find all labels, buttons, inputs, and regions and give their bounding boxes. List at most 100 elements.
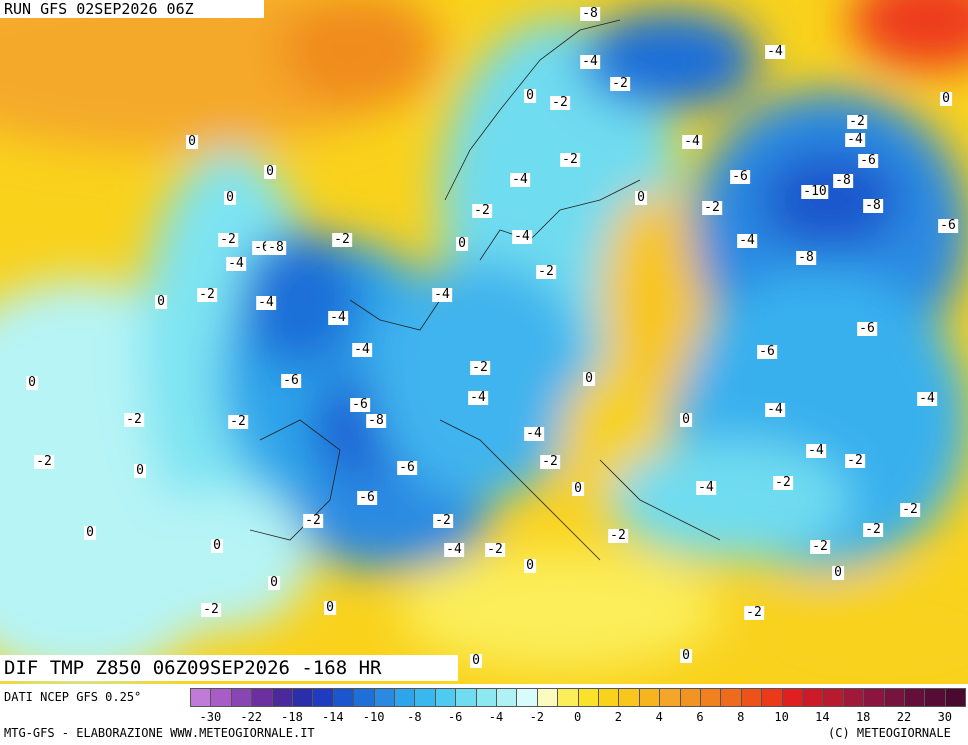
color-swatch [883, 688, 905, 707]
contour-label: -2 [536, 264, 556, 279]
contour-label: -4 [468, 390, 488, 405]
contour-label: -8 [863, 198, 883, 213]
contour-label: 0 [832, 565, 844, 580]
contour-label: 0 [940, 91, 952, 106]
scale-tick-label: 14 [815, 710, 830, 724]
contour-label: 0 [186, 134, 198, 149]
contour-label: -6 [730, 169, 750, 184]
contour-label: 0 [155, 294, 167, 309]
contour-label: 0 [470, 653, 482, 668]
run-label: RUN GFS 02SEP2026 06Z [0, 0, 264, 18]
scale-tick-label: -4 [488, 710, 504, 724]
scale-tick-label: 0 [573, 710, 582, 724]
color-swatch [761, 688, 783, 707]
scale-tick-label: 18 [855, 710, 871, 724]
contour-label: -4 [432, 287, 452, 302]
contour-label: 0 [224, 190, 236, 205]
contour-label: -4 [444, 542, 464, 557]
contour-label: -2 [900, 502, 920, 517]
contour-label: -2 [201, 602, 221, 617]
color-swatch [740, 688, 763, 707]
contour-label: -4 [580, 54, 600, 69]
contour-label: 0 [524, 558, 536, 573]
scale-tick-label: 30 [937, 710, 953, 724]
map-title: DIF TMP Z850 06Z09SEP2026 -168 HR [0, 655, 458, 681]
contour-label: -6 [350, 397, 370, 412]
contour-label: -6 [757, 344, 777, 359]
contour-label: -4 [328, 310, 348, 325]
color-swatch [496, 688, 518, 707]
contour-label: -8 [266, 240, 286, 255]
contour-label: 0 [268, 575, 280, 590]
temperature-map [0, 0, 968, 685]
scale-tick-label: -6 [447, 710, 463, 724]
contour-label: -10 [801, 184, 829, 199]
color-swatch [455, 688, 477, 707]
contour-label: -2 [197, 287, 217, 302]
color-swatch [842, 688, 865, 707]
contour-label: -4 [765, 402, 785, 417]
contour-label: 0 [211, 538, 223, 553]
contour-label: -6 [857, 321, 877, 336]
contour-label: 0 [264, 164, 276, 179]
color-swatch [577, 688, 599, 707]
contour-label: 0 [84, 525, 96, 540]
contour-label: -2 [332, 232, 352, 247]
contour-label: -2 [550, 95, 570, 110]
color-swatch [679, 688, 701, 707]
scale-tick-label: -14 [321, 710, 344, 724]
contour-label: -6 [357, 490, 377, 505]
contour-label: -8 [580, 6, 600, 21]
scale-tick-label: 22 [896, 710, 912, 724]
contour-label: -2 [608, 528, 628, 543]
color-swatch [781, 688, 803, 707]
contour-label: -4 [524, 426, 544, 441]
contour-label: -4 [765, 44, 785, 59]
contour-label: -2 [845, 453, 865, 468]
contour-label: -6 [397, 460, 417, 475]
color-swatch [516, 688, 538, 707]
contour-label: -4 [806, 443, 826, 458]
contour-label: -2 [472, 203, 492, 218]
contour-label: 0 [26, 375, 38, 390]
color-swatch [230, 688, 253, 707]
contour-label: -2 [470, 360, 490, 375]
contour-label: -2 [124, 412, 144, 427]
color-swatch [536, 688, 559, 707]
contour-label: -2 [810, 539, 830, 554]
contour-label: -2 [540, 454, 560, 469]
color-swatch [822, 688, 844, 707]
contour-label: 0 [456, 236, 468, 251]
scale-tick-label: 10 [774, 710, 789, 724]
contour-label: -2 [560, 152, 580, 167]
scale-tick-label: -22 [240, 710, 263, 724]
contour-label: -6 [281, 373, 301, 388]
contour-label: -4 [917, 391, 937, 406]
color-swatch [598, 688, 620, 707]
contour-label: 0 [583, 371, 595, 386]
scale-tick-label: 4 [655, 710, 663, 724]
contour-label: -6 [858, 153, 878, 168]
color-swatch [557, 688, 579, 707]
contour-label: 0 [324, 600, 336, 615]
credit: MTG-GFS - ELABORAZIONE WWW.METEOGIORNALE… [4, 726, 315, 740]
contour-label: 0 [635, 190, 647, 205]
contour-label: -2 [744, 605, 764, 620]
color-swatch [720, 688, 742, 707]
contour-label: -2 [303, 513, 323, 528]
scale-tick-label: 6 [696, 710, 704, 724]
color-swatch [353, 688, 375, 707]
color-swatch [271, 688, 293, 707]
scale-tick-label: -8 [407, 710, 422, 724]
color-swatch [414, 688, 436, 707]
color-swatch [638, 688, 661, 707]
color-swatch [332, 688, 355, 707]
contour-label: 0 [134, 463, 146, 478]
color-swatch [210, 688, 232, 707]
contour-label: -2 [773, 475, 793, 490]
color-swatch [659, 688, 681, 707]
color-swatch [904, 688, 926, 707]
color-swatch [802, 688, 824, 707]
color-swatch [863, 688, 885, 707]
scale-tick-label: 8 [737, 710, 745, 724]
